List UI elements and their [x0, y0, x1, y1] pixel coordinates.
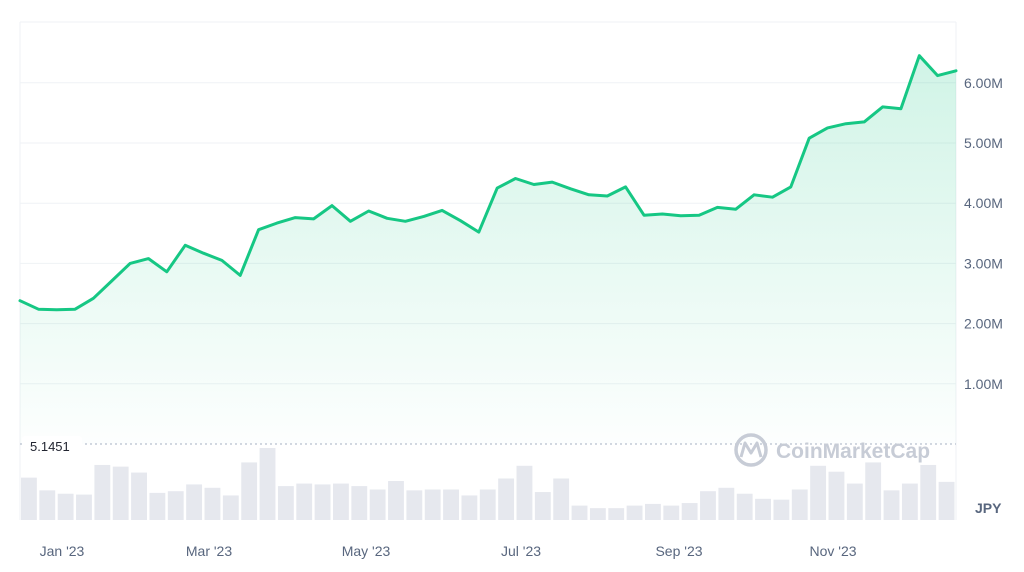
volume-bar [663, 505, 680, 520]
volume-bar [296, 483, 313, 520]
volume-bar [589, 508, 606, 520]
volume-bar [534, 492, 551, 520]
volume-bar [718, 487, 735, 520]
volume-bar [424, 489, 441, 520]
volume-bar [131, 472, 147, 520]
x-tick-label: Jan '23 [40, 543, 85, 559]
volume-bar [883, 490, 900, 520]
volume-bar [94, 464, 111, 520]
x-axis: Jan '23 Mar '23 May '23 Jul '23 Sep '23 Nov '… [40, 543, 857, 559]
volume-bar [516, 465, 533, 520]
volume-bar [791, 489, 808, 520]
volume-bar [461, 495, 478, 520]
reference-label: 5.1451 [30, 439, 70, 454]
watermark-text: CoinMarketCap [776, 440, 930, 463]
volume-bar [259, 448, 276, 520]
volume-bar [333, 483, 349, 520]
volume-bar [700, 491, 716, 520]
x-tick-label: May '23 [342, 543, 391, 559]
volume-bar [149, 492, 166, 520]
volume-bar [553, 478, 570, 520]
volume-bar [443, 489, 459, 520]
volume-bar [865, 462, 882, 520]
volume-bar [608, 508, 625, 520]
volume-bar [204, 487, 221, 520]
volume-bars [21, 448, 955, 520]
volume-bar [901, 483, 918, 520]
volume-bar [920, 464, 937, 520]
y-tick-label: 4.00M [964, 195, 1003, 211]
volume-bar [406, 490, 423, 520]
volume-bar [828, 471, 845, 520]
watermark: CoinMarketCap [734, 433, 930, 467]
y-tick-label: 2.00M [964, 316, 1003, 332]
volume-bar [571, 505, 588, 520]
volume-bar [186, 484, 203, 520]
y-tick-label: 3.00M [964, 255, 1003, 271]
coinmarketcap-logo-icon [734, 433, 768, 467]
volume-bar [736, 493, 753, 520]
volume-bar [626, 505, 643, 520]
currency-unit-label: JPY [975, 500, 1002, 516]
volume-bar [314, 484, 331, 520]
volume-bar [810, 465, 827, 520]
volume-bar [57, 493, 74, 520]
volume-bar [773, 499, 790, 520]
x-tick-label: Jul '23 [501, 543, 541, 559]
price-line [18, 54, 958, 312]
volume-bar [112, 466, 129, 520]
volume-bar [498, 478, 515, 520]
price-area [20, 55, 956, 444]
volume-bar [39, 490, 56, 520]
volume-bar [846, 483, 863, 520]
volume-bar [938, 481, 955, 520]
volume-bar [21, 477, 37, 520]
volume-bar [167, 491, 184, 520]
volume-bar [277, 486, 294, 520]
reference-pill: 5.1451 [22, 436, 82, 454]
volume-bar [681, 503, 698, 520]
volume-bar [388, 481, 404, 520]
y-tick-label: 6.00M [964, 75, 1003, 91]
x-tick-label: Mar '23 [186, 543, 232, 559]
y-tick-label: 1.00M [964, 376, 1003, 392]
x-tick-label: Nov '23 [809, 543, 856, 559]
volume-bar [479, 489, 496, 520]
volume-bar [755, 498, 771, 520]
y-tick-label: 5.00M [964, 135, 1003, 151]
volume-bar [76, 494, 92, 520]
volume-bar [222, 495, 239, 520]
volume-bar [369, 489, 386, 520]
volume-bar [645, 503, 661, 520]
y-axis: 1.00M 2.00M 3.00M 4.00M 5.00M 6.00M [964, 75, 1003, 392]
x-tick-label: Sep '23 [655, 543, 702, 559]
volume-bar [241, 462, 258, 520]
volume-bar [351, 486, 368, 520]
